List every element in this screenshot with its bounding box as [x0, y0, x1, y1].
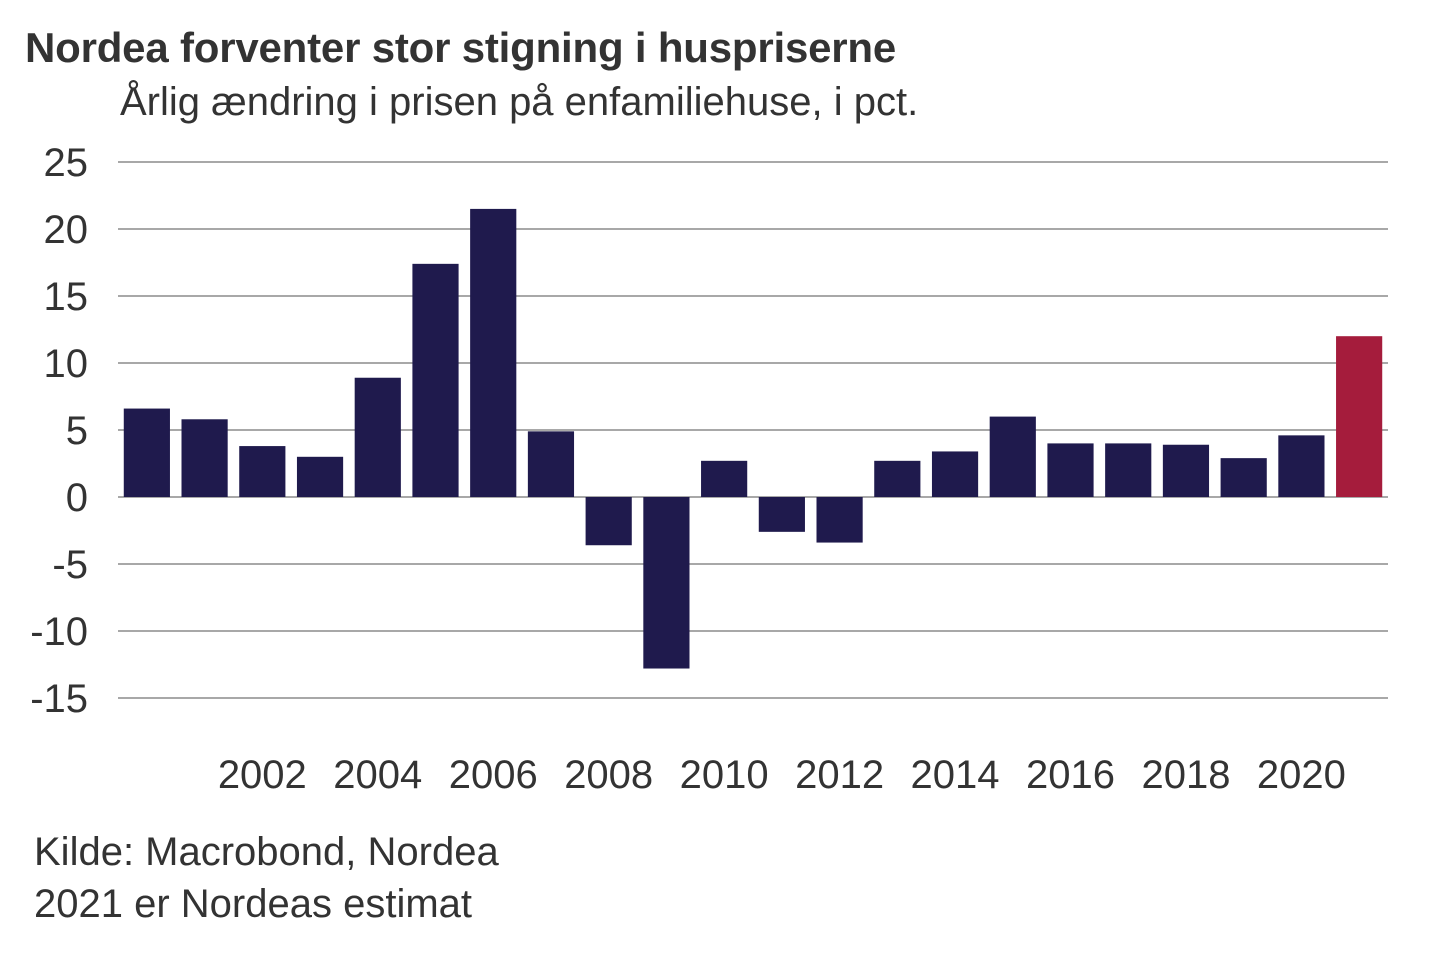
y-tick-label: 25	[44, 141, 89, 185]
x-tick-label: 2006	[449, 753, 538, 797]
bar-2018	[1162, 444, 1210, 497]
bar-2017	[1105, 443, 1152, 497]
y-tick-label: 0	[66, 476, 88, 520]
y-tick-label: 5	[66, 409, 88, 453]
x-tick-label: 2018	[1141, 753, 1230, 797]
bar-2003	[296, 456, 344, 497]
x-tick-label: 2014	[911, 753, 1000, 797]
source-line: Kilde: Macrobond, Nordea	[34, 830, 499, 874]
bars	[123, 208, 1383, 669]
bar-2020	[1278, 435, 1325, 497]
bar-2008	[585, 497, 632, 546]
x-tick-label: 2012	[795, 753, 884, 797]
x-axis-ticks: 2002 2004 2006 2008 2010 2012 2014 2016 2018 2020	[218, 753, 1346, 797]
gridlines	[118, 161, 1388, 699]
y-axis-ticks: 25 20 15 10 5 0 -5 -10 -15	[30, 141, 88, 721]
bar-2012	[816, 497, 863, 543]
x-tick-label: 2020	[1257, 753, 1346, 797]
bar-2009	[643, 497, 690, 669]
y-tick-label: -10	[30, 610, 88, 654]
source-note: Kilde: Macrobond, Nordea 2021 er Nordeas…	[34, 826, 499, 930]
bar-2005	[412, 263, 459, 497]
estimate-note: 2021 er Nordeas estimat	[34, 882, 473, 926]
bar-2015	[989, 416, 1036, 497]
bar-2000	[123, 408, 170, 497]
bar-2021	[1336, 336, 1383, 497]
x-tick-label: 2010	[680, 753, 769, 797]
bar-2019	[1220, 458, 1267, 497]
y-tick-label: 15	[44, 275, 89, 319]
y-tick-label: 10	[44, 342, 89, 386]
bar-2002	[239, 446, 286, 497]
x-tick-label: 2016	[1026, 753, 1115, 797]
bar-2014	[931, 451, 979, 497]
bar-2006	[470, 208, 517, 497]
chart-subtitle: Årlig ændring i prisen på enfamiliehuse,…	[120, 80, 919, 124]
x-tick-label: 2004	[333, 753, 422, 797]
x-tick-label: 2008	[564, 753, 653, 797]
chart-title: Nordea forventer stor stigning i huspris…	[25, 24, 897, 71]
bar-2001	[181, 419, 228, 497]
bar-2013	[874, 460, 921, 497]
x-tick-label: 2002	[218, 753, 307, 797]
bar-2007	[527, 431, 575, 497]
bar-2010	[701, 460, 748, 497]
bar-2011	[758, 497, 805, 532]
y-tick-label: -15	[30, 677, 88, 721]
bar-2016	[1047, 443, 1094, 497]
y-tick-label: -5	[52, 543, 88, 587]
y-tick-label: 20	[44, 208, 89, 252]
bar-2004	[354, 377, 401, 497]
